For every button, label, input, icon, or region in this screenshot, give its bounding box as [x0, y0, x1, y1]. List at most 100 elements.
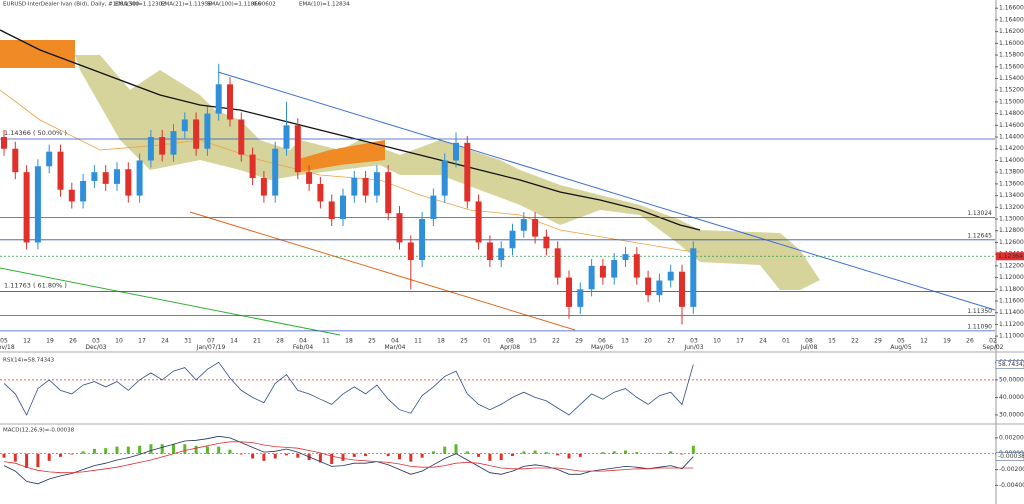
- y-tick-label: 1.16000: [999, 40, 1024, 47]
- candle-body: [23, 172, 30, 243]
- y-tick-label: 1.12800: [999, 227, 1024, 234]
- chart-title: EURUSD·InterDealer·Ivan (Bid), Daily, #1…: [3, 2, 139, 8]
- x-month-label: Mar/04: [385, 344, 406, 351]
- candle-body: [340, 195, 346, 220]
- x-tick-label: 01: [782, 338, 790, 345]
- x-tick-label: 29: [874, 338, 882, 345]
- candle-body: [633, 254, 640, 278]
- histogram-bar: [205, 446, 209, 454]
- candle-body: [34, 166, 41, 243]
- y-tick-label: 1.14800: [999, 110, 1024, 117]
- histogram-bar: [47, 453, 51, 461]
- histogram-bar: [183, 444, 187, 454]
- x-tick-label: 25: [460, 338, 468, 345]
- histogram-bar: [149, 444, 153, 454]
- x-tick-label: 18: [345, 338, 353, 345]
- indicator-label: SMA(100)=1.11866: [207, 2, 262, 8]
- indicator-label: 0.00602: [253, 2, 276, 8]
- candle-body: [486, 242, 493, 261]
- y-tick-label: 1.12200: [999, 262, 1024, 269]
- histogram-bar: [285, 453, 288, 456]
- x-tick-label: 02: [989, 338, 997, 345]
- histogram-bar: [217, 446, 221, 454]
- y-tick-label: 1.16600: [999, 5, 1024, 12]
- level-label: 1.14366 ( 50.00% ): [4, 129, 67, 137]
- candle-body: [80, 180, 87, 202]
- level-label: 1.11763 ( 61.80% ): [4, 281, 67, 289]
- last-value-label: 58.74343: [998, 361, 1024, 368]
- y-tick-label: 1.14400: [999, 134, 1024, 141]
- candle-body: [125, 169, 132, 196]
- rsi-line: [3, 361, 694, 416]
- histogram-bar: [251, 453, 255, 459]
- x-tick-label: 14: [230, 338, 238, 345]
- candle-body: [464, 142, 471, 202]
- histogram-bar: [228, 449, 232, 454]
- y-tick-label: 1.16400: [999, 16, 1024, 23]
- level-label: 1.12645: [967, 232, 992, 239]
- y-tick-label: 1.14600: [999, 122, 1024, 129]
- histogram-bar: [612, 451, 616, 454]
- x-tick-label: 21: [253, 338, 261, 345]
- candle-body: [509, 230, 516, 249]
- candle-body: [430, 195, 437, 220]
- y-tick-label: 1.15800: [999, 52, 1024, 59]
- ema-line: [0, 89, 701, 253]
- histogram-bar: [296, 453, 300, 458]
- y-tick-label: 1.13200: [999, 204, 1024, 211]
- candle-body: [1, 137, 7, 149]
- x-month-label: Nov/18: [0, 344, 15, 351]
- candle-body: [294, 125, 301, 173]
- candle-body: [114, 169, 120, 184]
- histogram-bar: [273, 453, 277, 459]
- x-month-label: Jun/03: [683, 344, 703, 351]
- x-tick-label: 18: [437, 338, 445, 345]
- candle-body: [147, 137, 154, 161]
- candle-body: [532, 219, 539, 237]
- candle-body: [204, 113, 211, 149]
- chart-content: 1.16600 1.16400 1.16200 1.16000 1.15800 1.156…: [0, 2, 1024, 489]
- histogram-bar: [330, 453, 334, 464]
- histogram-bar: [126, 446, 130, 454]
- y-tick-label: 0.00200: [999, 434, 1024, 441]
- histogram-bar: [601, 452, 605, 454]
- macd-line: [3, 435, 694, 485]
- x-tick-label: 19: [943, 338, 951, 345]
- last-value-box: [995, 452, 1024, 461]
- x-tick-label: 26: [69, 338, 77, 345]
- last-value-label: -0.00038: [998, 453, 1024, 460]
- candle-body: [588, 265, 595, 290]
- x-month-label: Aug/05: [890, 344, 912, 351]
- x-tick-label: 25: [368, 338, 376, 345]
- candle-body: [136, 160, 143, 196]
- histogram-bar: [138, 445, 142, 454]
- signal-line: [3, 441, 694, 474]
- candle-body: [577, 289, 584, 307]
- trend-line: [189, 211, 576, 331]
- histogram-bar: [522, 451, 526, 454]
- y-tick-label: -0.00200: [999, 466, 1024, 473]
- histogram-bar: [488, 453, 492, 461]
- candle-body: [645, 277, 652, 296]
- histogram-bar: [92, 448, 96, 454]
- y-tick-label: 40.00000: [999, 394, 1024, 401]
- histogram-bar: [431, 451, 435, 454]
- histogram-bar: [556, 453, 560, 456]
- histogram-bar: [680, 453, 684, 455]
- candle-body: [57, 151, 64, 190]
- y-tick-label: 1.14200: [999, 145, 1024, 152]
- x-tick-label: 24: [161, 338, 169, 345]
- candle-body: [622, 254, 629, 261]
- level-label: 1.11090: [967, 323, 992, 330]
- ichimoku-cloud-bear: [295, 140, 385, 172]
- y-tick-label: 1.11400: [999, 309, 1024, 316]
- y-tick-label: 30.00000: [999, 411, 1024, 418]
- histogram-bar: [578, 453, 582, 457]
- y-tick-label: 1.15000: [999, 98, 1024, 105]
- histogram-bar: [25, 453, 29, 468]
- pane-title: MACD(12,26,9)=-0.00038: [3, 428, 75, 434]
- candle-body: [159, 137, 166, 155]
- histogram-bar: [239, 453, 243, 455]
- histogram-bar: [511, 453, 514, 457]
